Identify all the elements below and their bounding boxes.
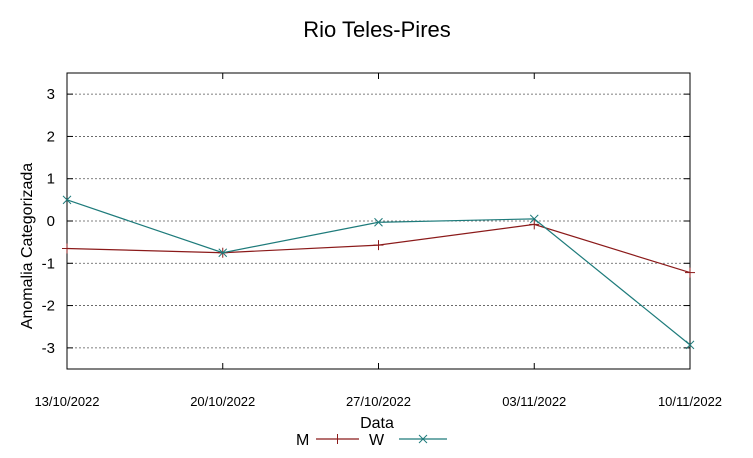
series-m bbox=[62, 219, 695, 278]
data-point-w bbox=[374, 217, 383, 227]
x-tick-label: 13/10/2022 bbox=[34, 394, 99, 409]
x-tick-label: 03/11/2022 bbox=[502, 394, 566, 409]
data-point-m bbox=[685, 267, 695, 278]
chart-title: Rio Teles-Pires bbox=[303, 17, 451, 42]
legend-marker-w bbox=[418, 434, 428, 444]
y-tick-label: 2 bbox=[47, 128, 55, 145]
y-axis-label: Anomalia Categorizada bbox=[19, 163, 36, 329]
series-layer bbox=[62, 195, 695, 350]
x-axis-label: Data bbox=[360, 415, 394, 432]
gridlines bbox=[67, 93, 690, 349]
data-point-m bbox=[529, 219, 540, 230]
data-point-w bbox=[218, 248, 228, 258]
x-tick-label: 27/10/2022 bbox=[346, 394, 411, 409]
y-tick-label: 3 bbox=[47, 86, 55, 103]
data-point-m bbox=[62, 243, 72, 254]
y-tick-label: -3 bbox=[42, 340, 55, 357]
legend-entry-m: M bbox=[296, 432, 359, 449]
y-tick-label: -2 bbox=[42, 298, 55, 315]
x-tick-label: 10/11/2022 bbox=[658, 394, 722, 409]
legend-label-m: M bbox=[296, 432, 309, 449]
data-point-w bbox=[685, 340, 695, 350]
legend-label-w: W bbox=[369, 432, 385, 449]
y-tick-label: 1 bbox=[47, 171, 55, 188]
data-point-w bbox=[62, 195, 72, 205]
data-point-m bbox=[373, 240, 384, 251]
y-tick-label: 0 bbox=[47, 213, 55, 230]
data-point-w bbox=[529, 214, 539, 224]
series-w bbox=[62, 195, 695, 350]
y-axis: -3 -2 -1 0 1 2 3 bbox=[42, 86, 690, 357]
y-tick-label: -1 bbox=[42, 255, 55, 272]
legend-entry-w: W bbox=[369, 432, 447, 449]
legend-marker-m bbox=[332, 434, 343, 444]
x-axis: 13/10/2022 20/10/2022 27/10/2022 03/11/2022… bbox=[34, 73, 722, 409]
x-tick-label: 20/10/2022 bbox=[190, 394, 255, 409]
